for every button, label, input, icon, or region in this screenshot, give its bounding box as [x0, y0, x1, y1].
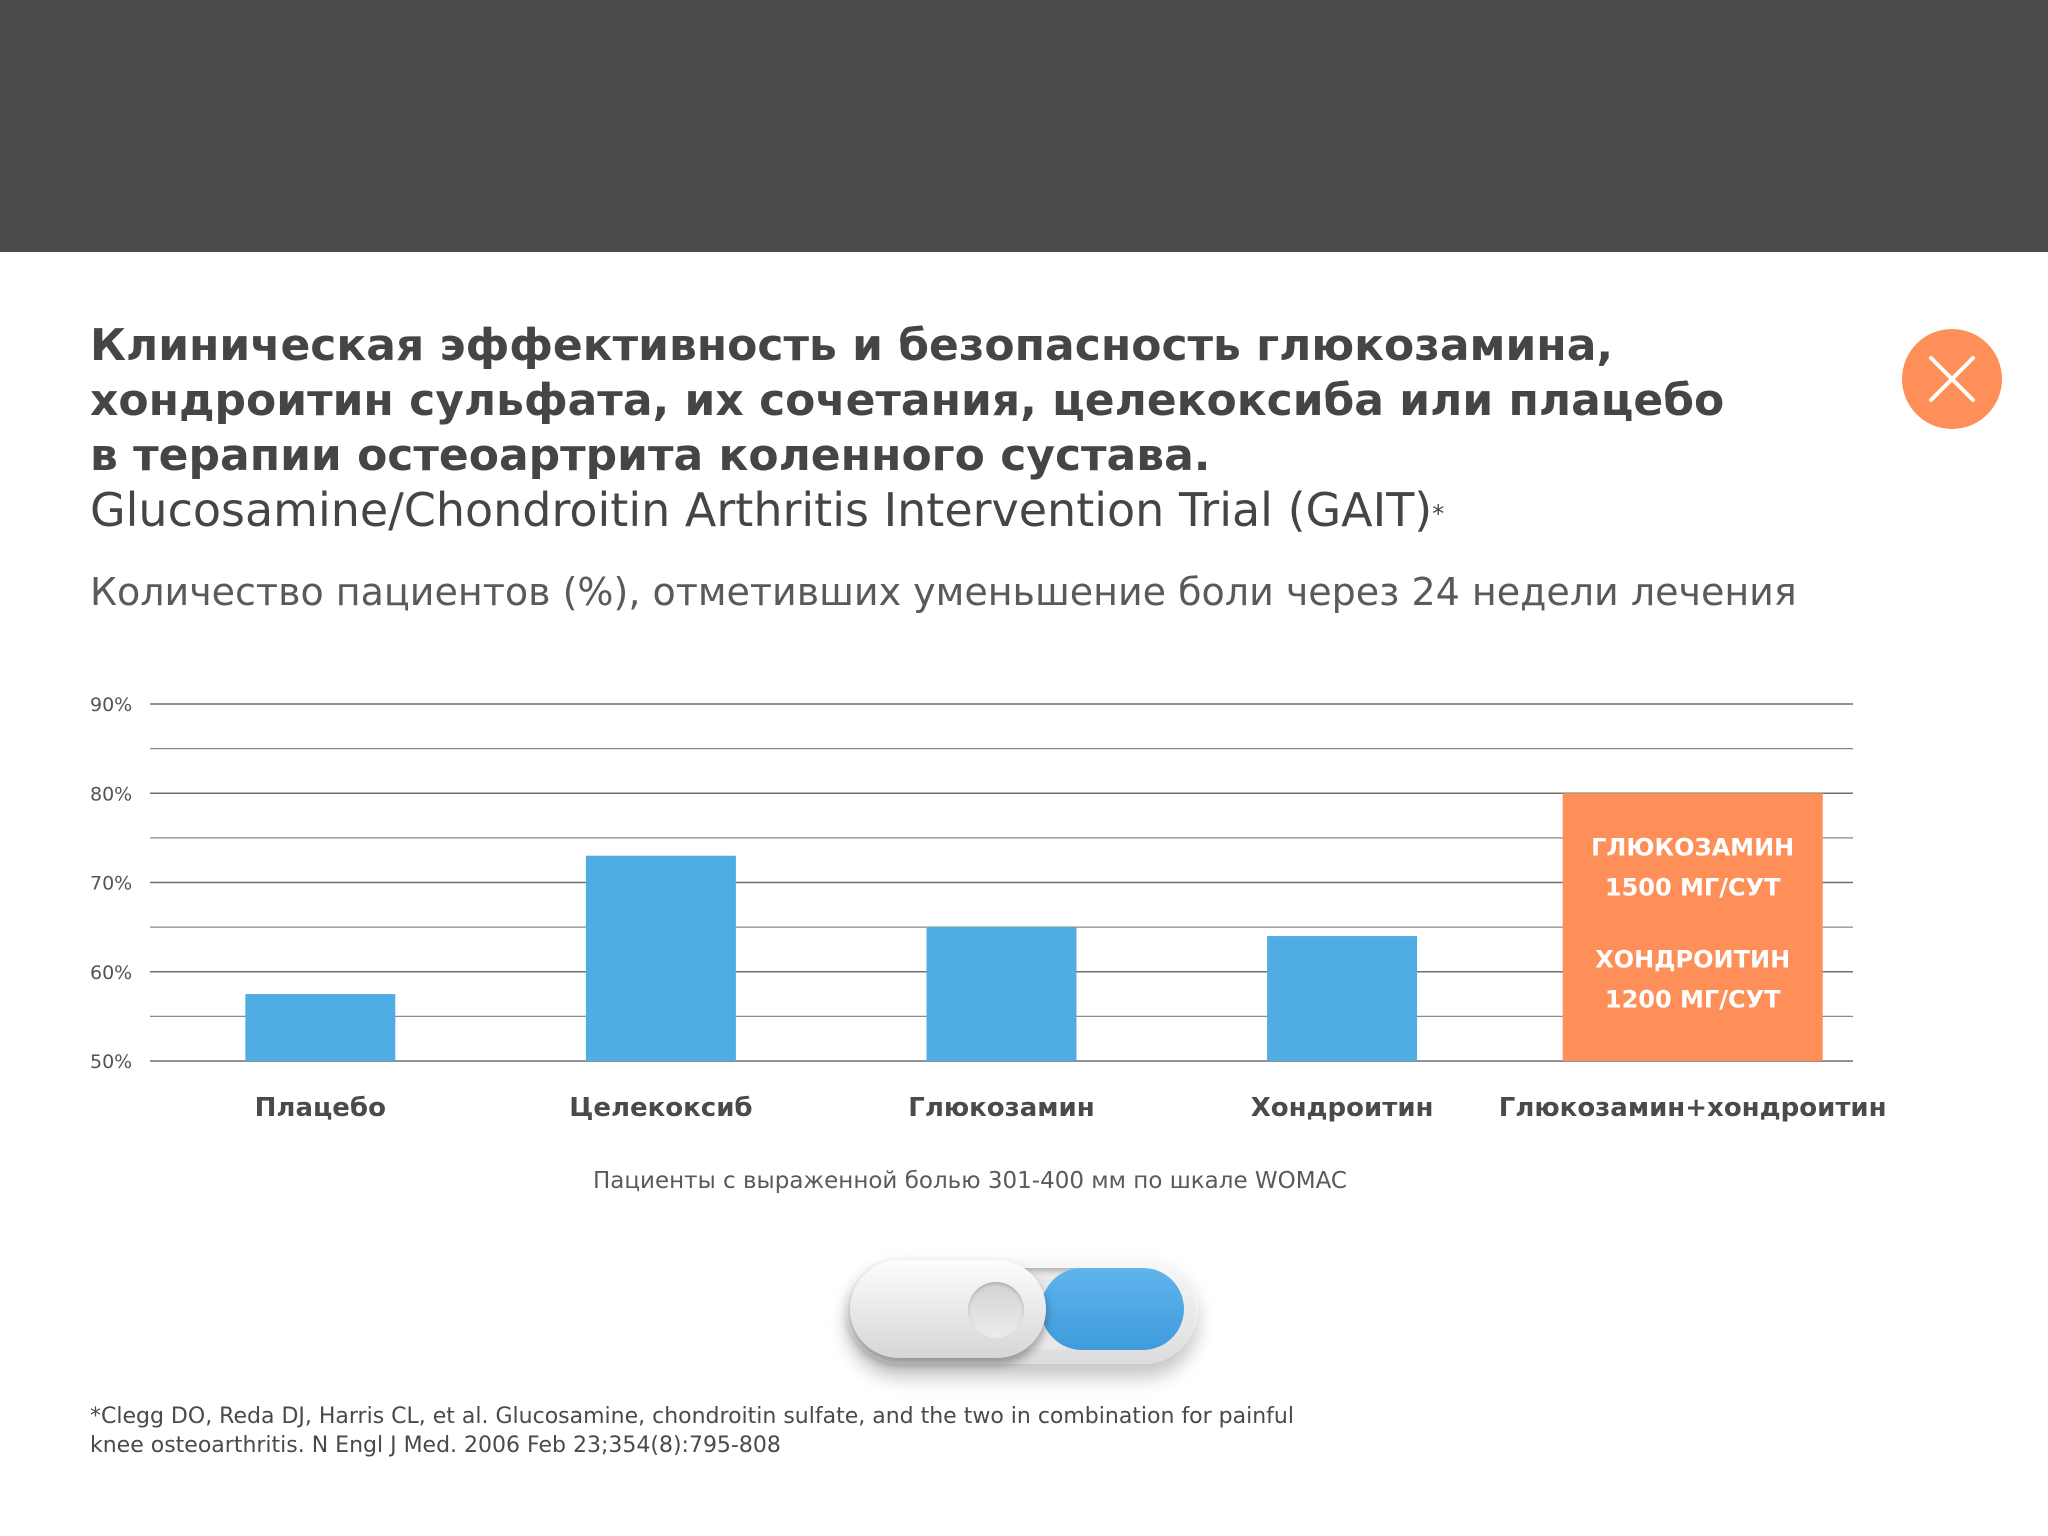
- y-tick-label: 90%: [90, 694, 132, 716]
- y-tick-label: 50%: [90, 1051, 132, 1073]
- title-line-1: Клиническая эффективность и безопасность…: [90, 320, 1614, 371]
- footnote-line-1: *Clegg DO, Reda DJ, Harris CL, et al. Gl…: [90, 1404, 1294, 1429]
- title-line-4: Glucosamine/Chondroitin Arthritis Interv…: [90, 483, 1790, 538]
- highlight-bar-text: 1200 МГ/СУТ: [1605, 985, 1781, 1013]
- chart-note: Пациенты с выраженной болью 301-400 мм п…: [593, 1168, 1347, 1194]
- category-label: Глюкозамин+хондроитин: [1499, 1093, 1887, 1123]
- footnote-citation: *Clegg DO, Reda DJ, Harris CL, et al. Gl…: [90, 1402, 1390, 1460]
- title-line-3: в терапии остеоартрита коленного сустава…: [90, 430, 1211, 481]
- y-tick-label: 60%: [90, 962, 132, 984]
- y-tick-label: 80%: [90, 783, 132, 805]
- y-tick-label: 70%: [90, 873, 132, 895]
- highlight-bar-text: ХОНДРОИТИН: [1595, 945, 1790, 973]
- chart-toggle-switch[interactable]: [846, 1254, 1198, 1364]
- toggle-knob-dimple: [968, 1282, 1024, 1338]
- highlight-bar-text: 1500 МГ/СУТ: [1605, 873, 1781, 901]
- toggle-knob[interactable]: [850, 1260, 1046, 1358]
- footnote-line-2: knee osteoarthritis. N Engl J Med. 2006 …: [90, 1433, 781, 1458]
- close-button[interactable]: [1902, 329, 2002, 429]
- bar-chart: 50% 60% 70% 80% 90% Плацебо Целекоксиб Глюкозам…: [90, 694, 1887, 1123]
- title-footnote-marker: *: [1432, 500, 1445, 528]
- category-label: Плацебо: [255, 1093, 386, 1123]
- bar-highlight: [1562, 793, 1823, 1061]
- bar: [1267, 936, 1418, 1061]
- page-title: Клиническая эффективность и безопасность…: [90, 318, 1790, 538]
- bar: [245, 994, 396, 1061]
- category-label: Хондроитин: [1251, 1093, 1434, 1123]
- category-label: Глюкозамин: [908, 1093, 1094, 1123]
- highlight-bar-text: ГЛЮКОЗАМИН: [1591, 833, 1794, 861]
- toggle-fill: [1041, 1268, 1184, 1350]
- category-label: Целекоксиб: [569, 1093, 752, 1123]
- bar: [926, 927, 1077, 1061]
- top-bar: [0, 0, 2048, 252]
- chart-subtitle: Количество пациентов (%), отметивших уме…: [90, 570, 1797, 614]
- close-icon: [1929, 356, 1975, 402]
- title-line-2: хондроитин сульфата, их сочетания, целек…: [90, 375, 1725, 426]
- title-line-4-text: Glucosamine/Chondroitin Arthritis Interv…: [90, 483, 1433, 537]
- bar: [585, 855, 736, 1061]
